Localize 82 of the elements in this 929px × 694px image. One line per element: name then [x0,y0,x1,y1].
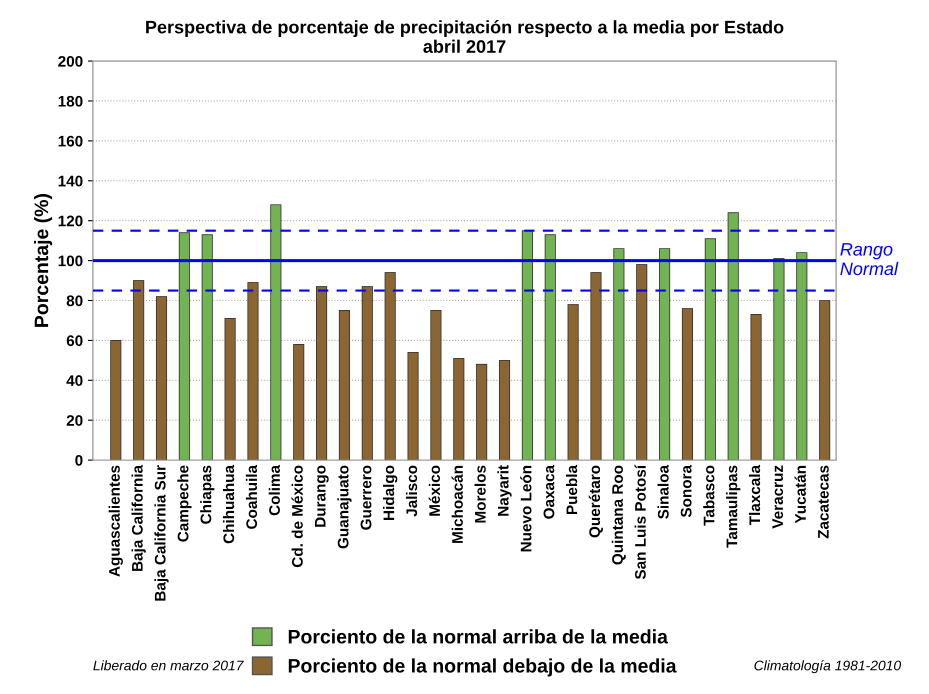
x-tick-label: Querétaro [588,466,603,538]
bar [613,248,624,460]
bar [247,282,259,460]
x-tick-label: Guerrero [360,466,372,530]
bar [178,232,190,460]
y-tick-label: 100 [58,255,83,266]
bar [133,280,144,460]
bar [453,358,464,460]
bar [750,314,762,460]
bar [430,310,442,460]
y-tick-label: 60 [66,335,83,346]
y-tick-label: 20 [66,415,83,426]
bar [544,234,556,460]
bar [407,352,419,460]
y-tick-label: 180 [58,96,83,107]
bar [819,300,830,460]
x-tick-label: Cd. de México [291,466,303,568]
x-tick-label: Nuevo León [520,466,532,552]
bar [293,344,304,460]
x-tick-label: Coahuila [246,464,258,529]
x-tick-label: Puebla [566,464,578,514]
y-tick-label: 0 [75,454,83,466]
bar [636,264,648,460]
y-tick-label: 120 [58,216,83,226]
y-tick-label: 140 [58,176,83,186]
ref-line-label: Rango Normal [840,243,898,276]
legend-label: Porciento de la normal debajo de la media [288,658,677,676]
x-tick-label: Campeche [177,466,192,542]
chart-title: Perspectiva de porcentaje de precipitación respecto a la media por Estado abril 2017 [146,20,784,53]
bar [498,360,510,460]
legend-label: Porciento de la normal arriba de la media [288,629,668,644]
x-tick-label: Sinaloa [657,464,669,519]
bar [224,318,236,460]
bar [590,272,602,460]
x-tick-label: Chihuahua [222,464,234,544]
x-tick-label: Durango [314,466,329,527]
bar [270,204,282,460]
x-tick-label: Sonora [680,464,692,518]
bar [568,304,579,460]
bar [796,252,808,460]
x-tick-label: Colima [268,464,280,516]
bar [316,286,328,460]
x-tick-label: Oaxaca [544,464,554,519]
bar [773,258,784,460]
x-tick-label: Baja California [132,464,146,571]
bar [156,296,168,460]
x-tick-label: Zacatecas [818,466,829,538]
x-tick-label: Nayarit [497,465,512,516]
y-axis-title: Porcentaje (%) [34,194,52,327]
x-tick-label: Tlaxcala [748,464,760,526]
bar [338,310,350,460]
x-tick-label: Hidalgo [383,466,398,520]
y-tick-label: 160 [58,136,83,147]
x-tick-label: Jalisco [406,466,418,517]
bar [384,272,396,460]
x-tick-label: San Luis Potosí [634,464,646,580]
x-tick-label: Tabasco [703,466,714,526]
bar [659,248,670,460]
bar [522,230,533,460]
x-tick-label: Tamaulipas [726,466,740,548]
x-tick-label: Chiapas [200,466,214,524]
x-tick-label: Aguascalientes [108,466,123,577]
bar [682,308,694,460]
x-tick-label: Yucatán [794,466,806,524]
text: Climatología 1981-2010 [754,660,902,674]
bar [704,238,716,460]
x-tick-label: Veracruz [772,466,784,529]
text: Liberado en marzo 2017 [93,660,244,670]
bar [362,286,373,460]
x-tick-label: Guanajuato [337,466,352,548]
x-tick-label: Quintana Roo [612,466,626,564]
x-tick-label: Michoacán [452,466,463,543]
bar [110,340,122,460]
x-tick-label: Baja California Sur [154,465,169,601]
bar [476,364,488,460]
y-tick-label: 200 [58,56,83,67]
bar [728,212,739,460]
x-tick-label: Morelos [474,466,486,523]
y-tick-label: 40 [66,375,83,386]
bar [202,234,213,460]
y-tick-label: 80 [66,295,83,306]
x-tick-label: México [428,466,440,516]
